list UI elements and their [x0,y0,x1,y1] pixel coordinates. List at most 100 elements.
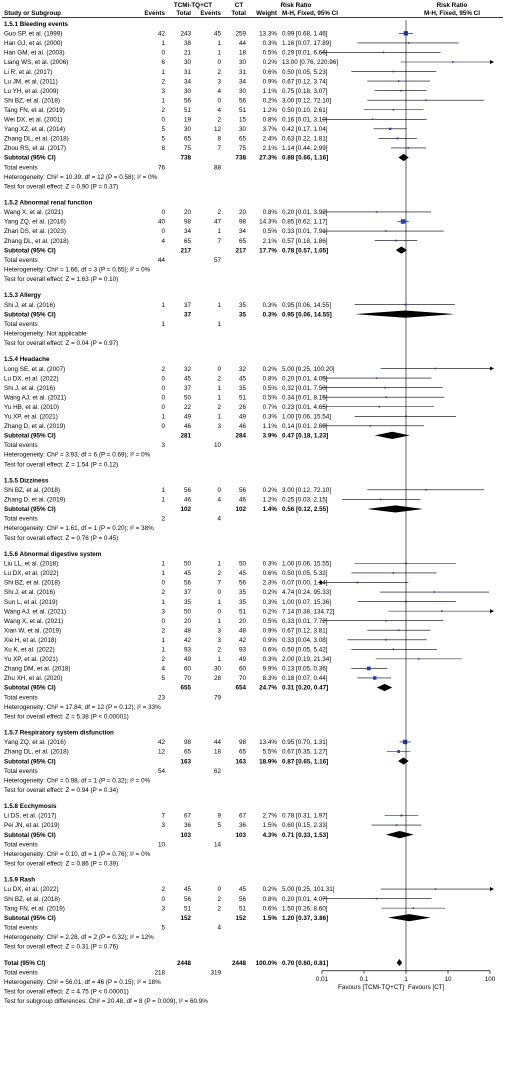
total-events1: 23 [158,694,166,701]
total-events2: 62 [214,768,222,775]
weight-value: 0.2% [263,487,278,494]
total-events1: 2 [161,516,165,523]
total2-value: 45 [239,570,247,577]
total1-value: 42 [184,637,192,644]
subtotal-weight: 1.5% [263,915,278,922]
total1-value: 93 [184,647,192,654]
point-estimate-square [371,118,374,121]
subtotal-total2: 217 [235,247,246,254]
events2-value: 2 [217,570,221,577]
subtotal-ci: 0.95 [0.06, 14.55] [282,311,332,318]
ci-value: 1.16 [0.07, 17.89] [282,40,331,47]
study-name: Wang AJ, et al. (2021) [4,608,66,615]
subtotal-total1: 281 [180,433,191,440]
x-axis-tick-label: 1 [404,976,408,983]
total1-value: 37 [184,589,192,596]
overall-effect-text: Test for overall effect: Z = 1.63 (P = 0… [4,276,118,283]
ci-value: 0.33 [0.01, 7.91] [282,228,328,235]
weight-value: 0.6% [263,905,278,912]
events2-value: 2 [217,647,221,654]
ci-value: 0.95 [0.70, 1.31] [282,739,328,746]
subtotal-weight: 24.7% [259,685,277,692]
total1-value: 46 [184,497,192,504]
footer-statistic: Test for overall effect: Z = 4.75 (P < 0… [4,988,129,995]
weight-value: 0.5% [263,394,278,401]
point-estimate-square [369,425,371,427]
overall-effect-text: Test for overall effect: Z = 0.86 (P = 0… [4,860,118,867]
total2-value: 42 [239,637,247,644]
events1-value: 1 [161,40,165,47]
total1-value: 30 [184,59,192,66]
total1-value: 38 [184,40,192,47]
weight-value: 0.2% [263,608,278,615]
total-events-label: Total events [4,257,38,264]
subtotal-total1: 217 [180,247,191,254]
total1-value: 34 [184,228,192,235]
weight-value: 0.8% [263,117,278,124]
point-estimate-square [400,814,403,817]
overall-effect-text: Test for overall effect: Z = 0.76 (P = 0… [4,535,118,542]
events1-value: 1 [161,637,165,644]
events2-value: 4 [217,88,221,95]
ci-column-header: M-H, Fixed, 95% CI [282,10,338,17]
point-estimate-square [392,572,395,574]
point-estimate-square [395,824,398,826]
total2-value: 35 [239,599,247,606]
point-estimate-square [397,750,401,753]
weight-value: 2.1% [263,145,278,152]
total1-value: 49 [184,414,192,421]
subtotal-ci: 0.87 [0.65, 1.16] [282,758,328,765]
ci-value: 0.67 [0.12, 3.81] [282,627,328,634]
weight-value: 3.7% [263,126,278,133]
favours-left-label: Favours [TCMi-TQ+CT] [338,984,404,991]
events1-value: 1 [161,570,165,577]
footer-statistic: Test for subgroup differences: Chi² = 20… [4,998,208,1005]
grand-total-events-label: Total events [4,969,38,976]
total2-value: 36 [239,822,247,829]
events2-value: 2 [217,404,221,411]
total2-value: 45 [239,375,247,382]
point-estimate-square [412,907,415,909]
study-name: Zhan DS, et al. (2023) [4,228,66,235]
events2-value: 3 [217,627,221,634]
subtotal-label: Subtotal (95% CI) [4,915,56,922]
total-events1: 76 [158,164,166,171]
total-events-label: Total events [4,924,38,931]
subtotal-label: Subtotal (95% CI) [4,247,56,254]
heterogeneity-text: Heterogeneity: Chi² = 1.61, df = 1 (P = … [4,525,154,532]
study-name: Zhou RS, et al. (2017) [4,145,66,152]
total1-value: 19 [184,117,192,124]
study-name: Sun L, et al. (2019) [4,599,58,606]
events2-value: 1 [217,40,221,47]
point-estimate-square [389,127,392,131]
ci-value: 0.20 [0.01, 4.05] [282,375,328,382]
events2-value: 18 [214,749,222,756]
point-estimate-square [397,629,400,632]
study-name: Zhu XH, et al. (2020) [4,675,62,682]
total2-value: 67 [239,813,247,820]
risk-ratio-header: Risk Ratio [281,2,312,9]
events2-value: 8 [217,136,221,143]
events1-value: 42 [158,739,166,746]
events2-value: 3 [217,78,221,85]
pooled-estimate-diamond [374,431,410,440]
events1-value: 4 [161,666,165,673]
favours-right-label: Favours [CT] [408,984,445,991]
ci-value: 0.14 [0.01, 2.69] [282,423,328,430]
weight-value: 0.2% [263,886,278,893]
events2-value: 44 [214,739,222,746]
total2-value: 65 [239,749,247,756]
ci-value: 7.14 [0.38, 134.72] [282,608,335,615]
events1-value: 0 [161,618,165,625]
total-events2: 14 [214,841,222,848]
events2-value: 1 [217,599,221,606]
study-name: Wang AJ, et al. (2021) [4,394,66,401]
subtotal-total2: 102 [235,506,246,513]
total1-value: 67 [184,813,192,820]
study-name: Zhang DL, et al. (2018) [4,136,69,143]
total-weight: 100.0% [256,960,278,967]
events1-value: 2 [161,656,165,663]
events2-value: 1 [217,414,221,421]
events2-value: 9 [217,813,221,820]
study-name: Yang ZQ, et al. (2016) [4,219,66,226]
